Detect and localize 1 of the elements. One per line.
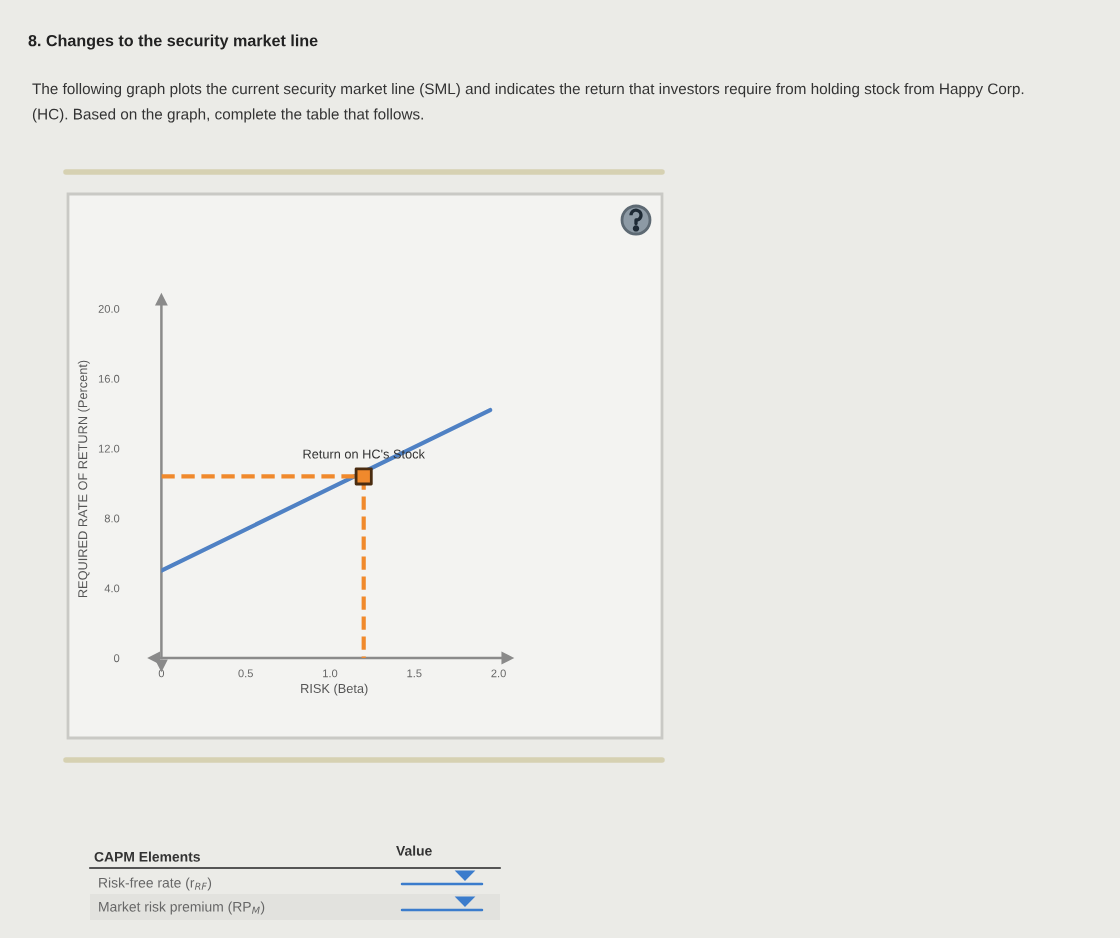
chart-title: 8. Changes to the security market line — [28, 34, 318, 50]
